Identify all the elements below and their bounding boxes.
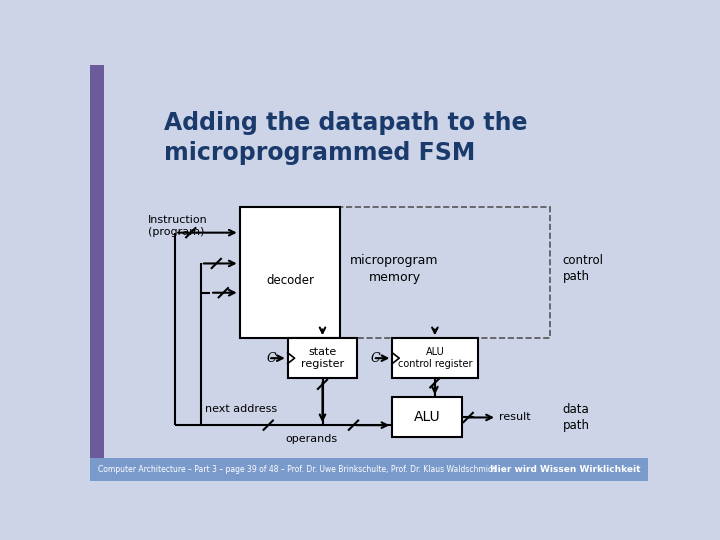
Bar xyxy=(392,338,477,378)
Bar xyxy=(392,397,462,437)
Text: microprogram
memory: microprogram memory xyxy=(351,254,438,284)
Text: decoder: decoder xyxy=(266,274,314,287)
Text: operands: operands xyxy=(286,434,338,444)
Text: data
path: data path xyxy=(563,403,590,432)
Text: Hier wird Wissen Wirklichkeit: Hier wird Wissen Wirklichkeit xyxy=(490,464,640,474)
Text: control
path: control path xyxy=(563,254,604,284)
Text: state
register: state register xyxy=(301,347,344,369)
Bar xyxy=(240,207,549,338)
Bar xyxy=(287,338,357,378)
Text: next address: next address xyxy=(204,404,276,414)
Text: Computer Architecture – Part 3 – page 39 of 48 – Prof. Dr. Uwe Brinkschulte, Pro: Computer Architecture – Part 3 – page 39… xyxy=(98,464,496,474)
Bar xyxy=(90,65,104,457)
Bar xyxy=(90,457,648,481)
Text: result: result xyxy=(499,413,531,422)
Text: C: C xyxy=(266,352,276,365)
Text: ALU: ALU xyxy=(414,410,441,424)
Text: Instruction
(program): Instruction (program) xyxy=(148,215,208,238)
Text: C: C xyxy=(371,352,381,365)
Text: ALU
control register: ALU control register xyxy=(397,347,472,369)
Bar xyxy=(240,207,341,338)
Text: Adding the datapath to the
microprogrammed FSM: Adding the datapath to the microprogramm… xyxy=(163,111,527,165)
